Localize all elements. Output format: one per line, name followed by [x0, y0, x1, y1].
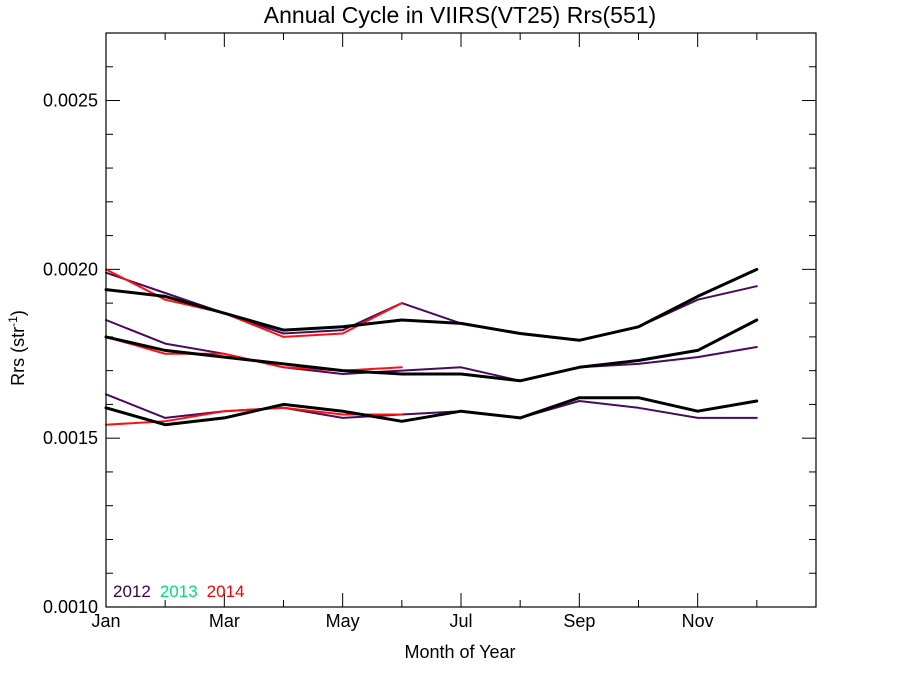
plot-frame — [105, 32, 817, 608]
chart-title: Annual Cycle in VIIRS(VT25) Rrs(551) — [264, 2, 656, 28]
legend-item-2012: 2012 — [113, 582, 151, 601]
series-line-mean-7 — [104, 318, 759, 383]
y-tick-label: 0.0025 — [43, 91, 98, 111]
y-tick-label: 0.0010 — [43, 597, 98, 617]
y-tick-label: 0.0020 — [43, 259, 98, 279]
y-axis-title: Rrs (str-1) — [6, 310, 28, 386]
y-axis-title-sup: -1 — [6, 316, 20, 327]
x-tick-label: Nov — [682, 611, 714, 631]
legend-item-2014: 2014 — [207, 582, 245, 601]
legend-item-2013: 2013 — [160, 582, 198, 601]
series-line-2014-4 — [105, 335, 403, 372]
y-axis-title-main: Rrs (str — [8, 327, 28, 386]
legend: 2012 2013 2014 — [113, 582, 244, 601]
x-tick-label: Jul — [449, 611, 472, 631]
x-tick-label: Sep — [563, 611, 595, 631]
series-line-2012-1 — [105, 319, 758, 382]
y-tick-label: 0.0015 — [43, 428, 98, 448]
x-tick-label: May — [326, 611, 360, 631]
ticks-layer: Jan Mar May Jul Sep Nov 0.0010 0.0015 0.0020 0.00… — [43, 33, 816, 631]
x-tick-label: Mar — [209, 611, 240, 631]
x-tick-label: Jan — [91, 611, 120, 631]
series-line-2014-3 — [105, 268, 403, 338]
series-line-mean-6 — [104, 267, 759, 342]
series-layer — [104, 267, 759, 427]
y-axis-title-close: ) — [8, 310, 28, 316]
x-axis-title: Month of Year — [404, 642, 515, 662]
series-line-mean-8 — [104, 396, 759, 427]
